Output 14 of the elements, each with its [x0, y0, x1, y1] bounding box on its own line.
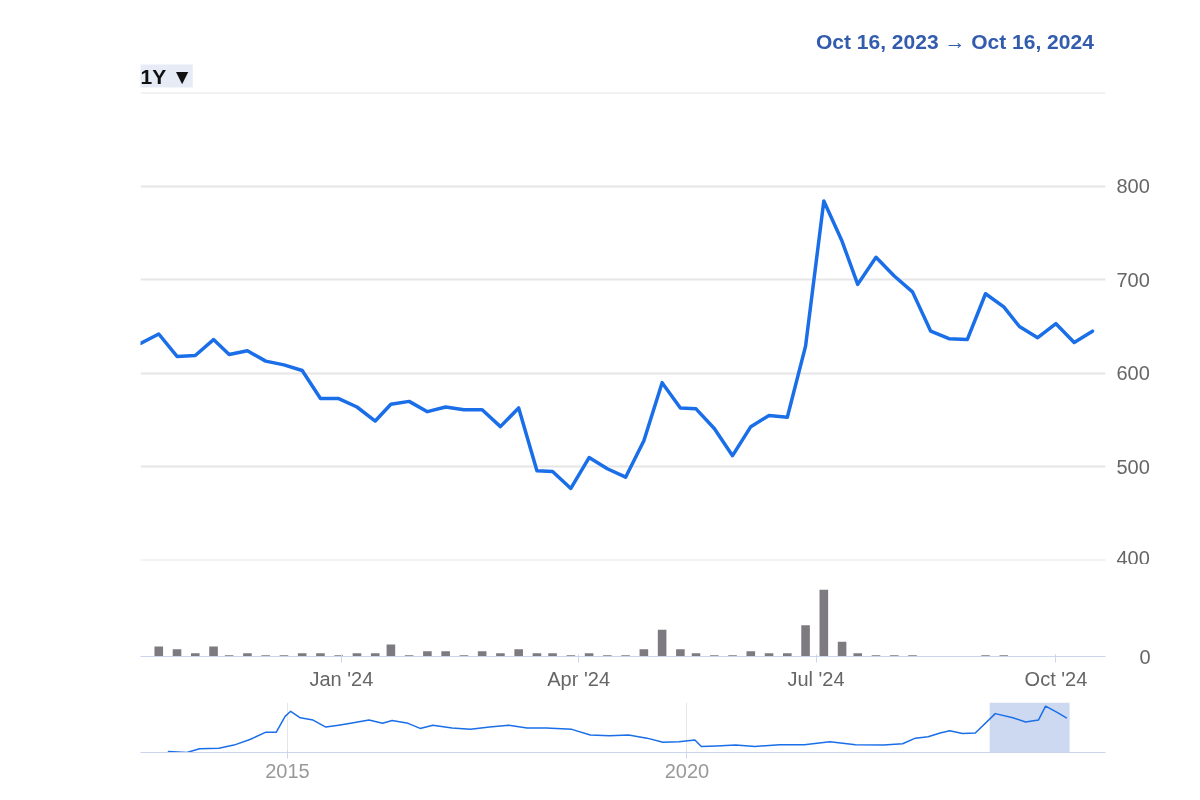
y-tick-label: 600 — [1116, 362, 1150, 385]
x-tick-label: 2020 — [664, 759, 710, 782]
y-tick-label: 700 — [1116, 268, 1150, 291]
x-tick-label: Apr '24 — [547, 667, 611, 690]
x-tick-label: 2015 — [265, 759, 310, 782]
x-tick-label: Jan '24 — [309, 667, 374, 690]
y-tick-label: 400 — [1116, 546, 1150, 569]
x-tick-label: Jul '24 — [787, 667, 845, 690]
x-tick-label: Oct '24 — [1024, 667, 1088, 690]
text: 1Y ▼ — [140, 64, 193, 88]
y-tick-label: 800 — [1116, 175, 1150, 198]
text: 0 — [1139, 645, 1151, 668]
y-tick-label: 500 — [1116, 455, 1150, 478]
text: Oct 16, 2023 → Oct 16, 2024 — [815, 29, 1095, 53]
